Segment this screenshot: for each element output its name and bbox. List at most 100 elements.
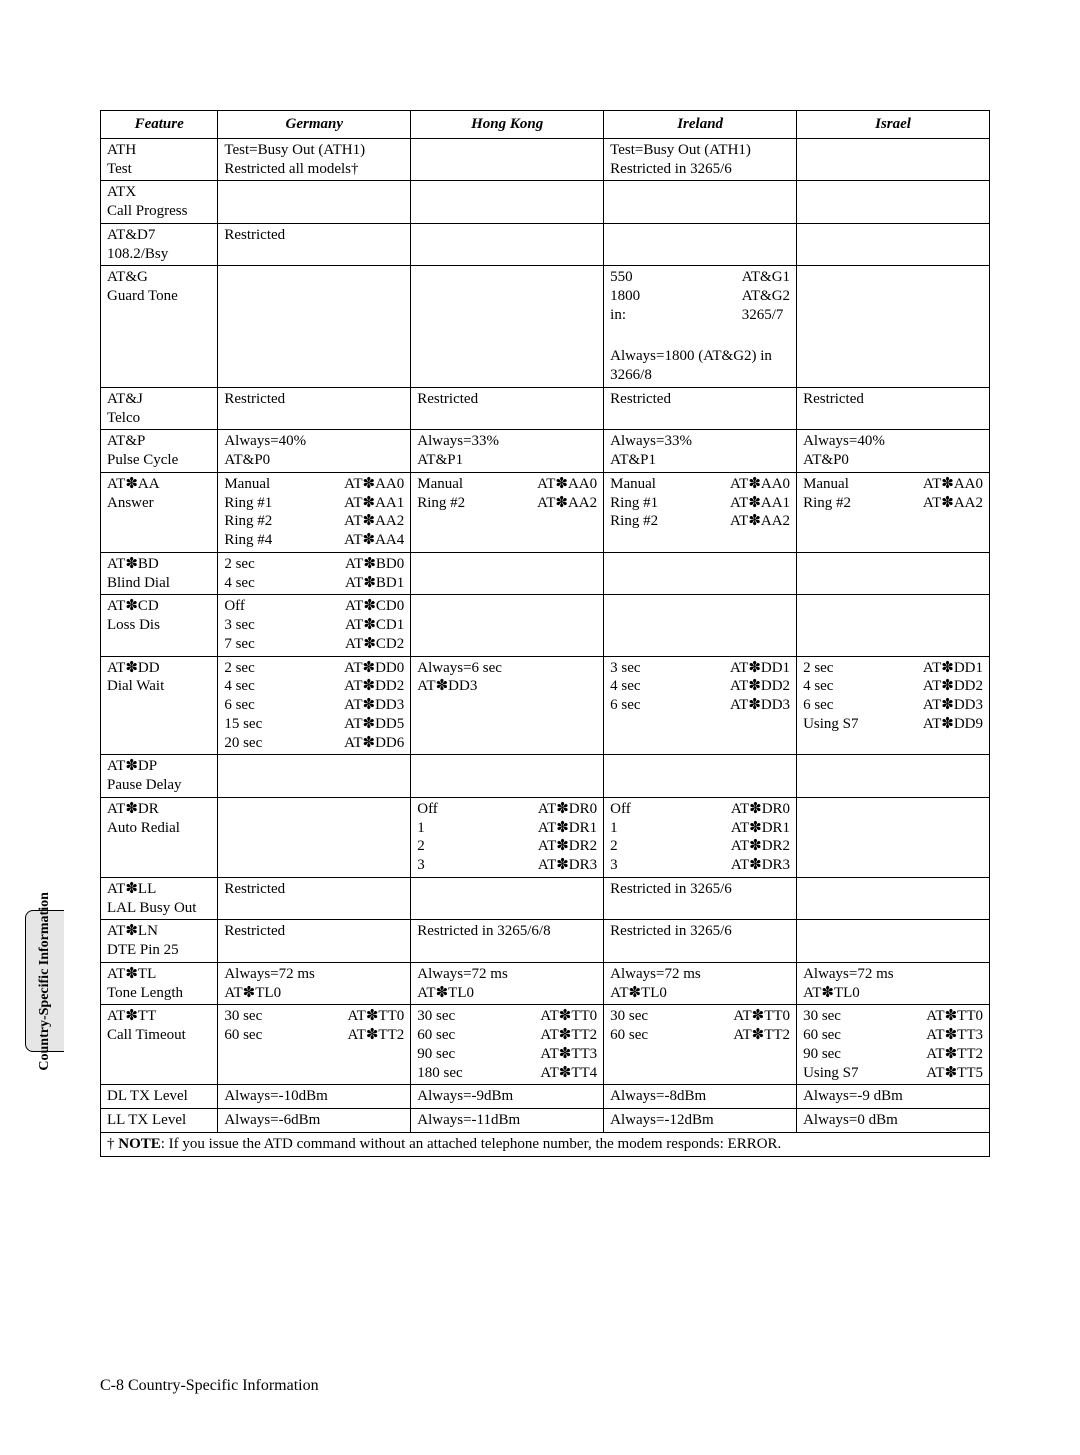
value-cell: [797, 138, 990, 181]
value-right: AT✽CD0 AT✽CD1 AT✽CD2: [345, 597, 404, 653]
col-country-2: Ireland: [604, 111, 797, 139]
value-left: 30 sec 60 sec: [224, 1007, 270, 1045]
value-cell: [411, 223, 604, 266]
value-cell: Always=33% AT&P1: [411, 430, 604, 473]
value-cell: Test=Busy Out (ATH1) Restricted all mode…: [218, 138, 411, 181]
value-cell: Always=0 dBm: [797, 1109, 990, 1133]
value-right: AT✽DD1 AT✽DD2 AT✽DD3 AT✽DD9: [923, 659, 983, 734]
value-cell: 550 1800 in: AT&G1 AT&G2 3265/7 Always=1…: [604, 266, 797, 388]
value-right: AT&G1 AT&G2 3265/7: [742, 268, 790, 343]
feature-cell: AT&J Telco: [101, 387, 218, 430]
value-cell: [797, 266, 990, 388]
value-cell: [604, 755, 797, 798]
feature-cell: ATH Test: [101, 138, 218, 181]
value-cell: Always=-9dBm: [411, 1085, 604, 1109]
value-right: AT✽TT0 AT✽TT3 AT✽TT2 AT✽TT5: [926, 1007, 983, 1082]
value-cell: Off 1 2 3AT✽DR0 AT✽DR1 AT✽DR2 AT✽DR3: [604, 797, 797, 877]
value-left: Manual Ring #2: [803, 475, 859, 513]
footnote-label: NOTE: [118, 1136, 161, 1152]
feature-cell: ATX Call Progress: [101, 181, 218, 224]
side-tab: Country-Specific Information: [25, 910, 64, 1052]
footnote-cell: † NOTE: If you issue the ATD command wit…: [101, 1132, 990, 1156]
feature-cell: LL TX Level: [101, 1109, 218, 1133]
feature-cell: AT✽LN DTE Pin 25: [101, 920, 218, 963]
col-country-3: Israel: [797, 111, 990, 139]
footnote-dagger: †: [107, 1136, 118, 1152]
table-row: ATX Call Progress: [101, 181, 990, 224]
value-cell: [797, 877, 990, 920]
value-cell: [604, 595, 797, 656]
value-cell: [411, 181, 604, 224]
table-header-row: Feature Germany Hong Kong Ireland Israel: [101, 111, 990, 139]
value-left: Manual Ring #1 Ring #2: [610, 475, 666, 531]
value-right: AT✽DD1 AT✽DD2 AT✽DD3: [730, 659, 790, 715]
value-cell: [604, 552, 797, 595]
value-cell: Always=-11dBm: [411, 1109, 604, 1133]
table-row: AT&D7 108.2/BsyRestricted: [101, 223, 990, 266]
value-cell: 30 sec 60 sec AT✽TT0 AT✽TT2: [218, 1005, 411, 1085]
col-feature: Feature: [101, 111, 218, 139]
table-row: AT&G Guard Tone 550 1800 in: AT&G1 AT&G2 …: [101, 266, 990, 388]
value-cell: Restricted: [218, 920, 411, 963]
feature-cell: DL TX Level: [101, 1085, 218, 1109]
value-left: 3 sec 4 sec 6 sec: [610, 659, 648, 715]
feature-cell: AT✽DD Dial Wait: [101, 656, 218, 755]
value-cell: Restricted: [797, 387, 990, 430]
value-left: Manual Ring #1 Ring #2 Ring #4: [224, 475, 280, 550]
side-tab-text: Country-Specific Information: [38, 892, 53, 1071]
feature-cell: AT✽CD Loss Dis: [101, 595, 218, 656]
value-cell: [797, 181, 990, 224]
value-cell: [411, 595, 604, 656]
value-left: 2 sec 4 sec: [224, 555, 262, 593]
feature-cell: AT✽DP Pause Delay: [101, 755, 218, 798]
value-cell: Restricted in 3265/6: [604, 920, 797, 963]
value-left: Off 1 2 3: [610, 800, 639, 875]
value-cell: [411, 138, 604, 181]
table-row: AT✽CD Loss DisOff 3 sec 7 sec AT✽CD0 AT✽C…: [101, 595, 990, 656]
value-cell: 30 sec 60 secAT✽TT0 AT✽TT2: [604, 1005, 797, 1085]
table-row: AT&P Pulse Cycle Always=40% AT&P0 Always=3…: [101, 430, 990, 473]
value-left: Manual Ring #2: [417, 475, 473, 513]
value-cell: [604, 223, 797, 266]
value-cell: [218, 266, 411, 388]
value-right: AT✽AA0 AT✽AA1 AT✽AA2 AT✽AA4: [344, 475, 404, 550]
table-row: AT✽DR Auto Redial Off 1 2 3AT✽DR0 AT✽DR1 …: [101, 797, 990, 877]
value-cell: [797, 223, 990, 266]
value-right: AT✽AA0 AT✽AA2: [537, 475, 597, 513]
feature-cell: AT✽TL Tone Length: [101, 962, 218, 1005]
feature-cell: AT&P Pulse Cycle: [101, 430, 218, 473]
feature-cell: AT✽AA Answer: [101, 472, 218, 552]
value-cell: Manual Ring #2AT✽AA0 AT✽AA2: [797, 472, 990, 552]
feature-cell: AT&G Guard Tone: [101, 266, 218, 388]
spec-table: Feature Germany Hong Kong Ireland Israel…: [100, 110, 990, 1157]
value-cell: Always=-9 dBm: [797, 1085, 990, 1109]
col-country-0: Germany: [218, 111, 411, 139]
value-cell: Always=40% AT&P0: [797, 430, 990, 473]
table-row: AT✽TL Tone LengthAlways=72 ms AT✽TL0Alwa…: [101, 962, 990, 1005]
value-left: 30 sec 60 sec 90 sec 180 sec: [417, 1007, 470, 1082]
value-cell: Restricted: [218, 877, 411, 920]
table-row: AT✽DP Pause Delay: [101, 755, 990, 798]
value-cell: Restricted: [218, 223, 411, 266]
value-cell: Off 1 2 3AT✽DR0 AT✽DR1 AT✽DR2 AT✽DR3: [411, 797, 604, 877]
value-cell: 2 sec 4 sec 6 sec Using S7 AT✽DD1 AT✽DD2 …: [797, 656, 990, 755]
value-cell: Always=-8dBm: [604, 1085, 797, 1109]
value-cell: Always=-12dBm: [604, 1109, 797, 1133]
table-row: AT✽LN DTE Pin 25Restricted Restricted in …: [101, 920, 990, 963]
feature-cell: AT&D7 108.2/Bsy: [101, 223, 218, 266]
value-cell: Always=72 ms AT✽TL0: [797, 962, 990, 1005]
footnote-text: : If you issue the ATD command without a…: [161, 1136, 782, 1152]
value-right: AT✽TT0 AT✽TT2: [348, 1007, 405, 1045]
table-row: AT✽BD Blind Dial2 sec 4 secAT✽BD0 AT✽BD1: [101, 552, 990, 595]
value-cell: [797, 755, 990, 798]
value-left: 2 sec 4 sec 6 sec Using S7: [803, 659, 866, 734]
value-cell: [797, 797, 990, 877]
value-cell: Restricted in 3265/6: [604, 877, 797, 920]
feature-cell: AT✽DR Auto Redial: [101, 797, 218, 877]
value-cell: [411, 755, 604, 798]
value-cell: Always=-10dBm: [218, 1085, 411, 1109]
value-cell: [411, 266, 604, 388]
value-left: Off 3 sec 7 sec: [224, 597, 262, 653]
value-cell: Always=6 sec AT✽DD3: [411, 656, 604, 755]
value-cell: Restricted: [411, 387, 604, 430]
